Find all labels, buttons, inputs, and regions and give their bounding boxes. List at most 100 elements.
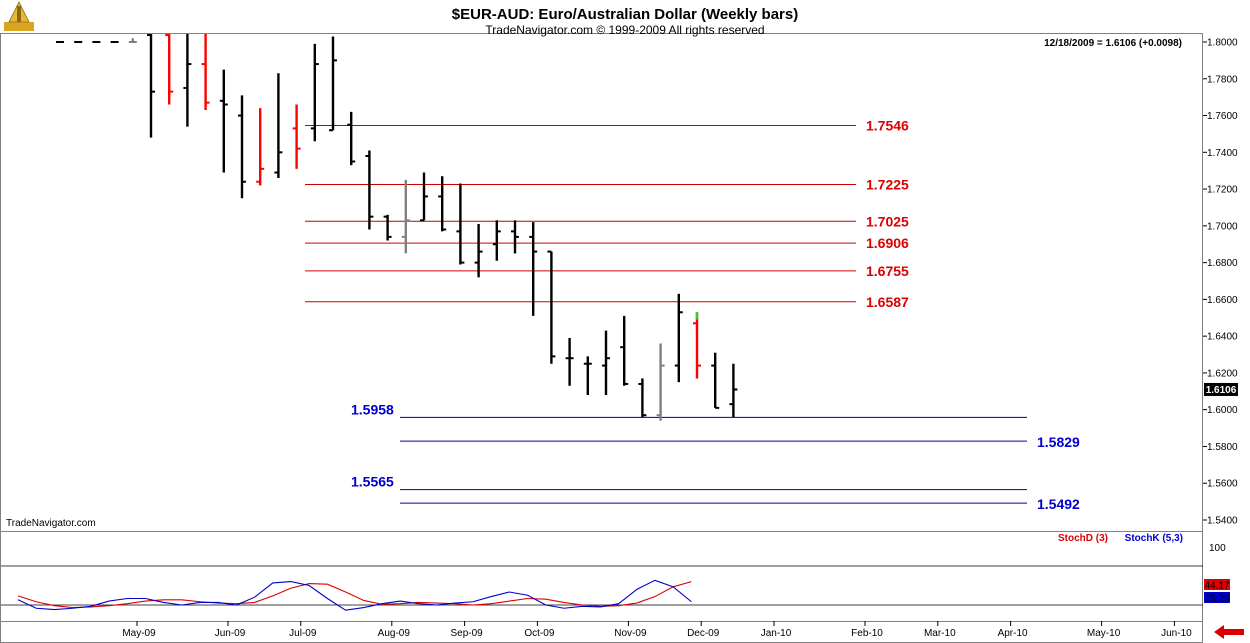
stoch-last-value-box: [1204, 579, 1230, 590]
ohlc-bar: [729, 363, 738, 418]
ohlc-bar: [292, 104, 301, 169]
price-tick-label: 1.8000: [1207, 38, 1238, 49]
price-axis: 1.8000 1.7800 1.7600 1.7400 1.7200 1.7000 1.68…: [1203, 38, 1238, 527]
date-axis: May-09 Jun-09 Jul-09 Aug-09 Sep-09 Oct-09 Nov-…: [122, 621, 1192, 639]
trade-navigator-logo: [4, 1, 34, 31]
date-tick-label: Sep-09: [450, 628, 483, 639]
ohlc-bar: [219, 69, 228, 173]
date-tick-label: Aug-09: [378, 628, 411, 639]
ohlc-bar: [474, 224, 483, 278]
ohlc-bar: [383, 214, 392, 241]
ohlc-bar: [602, 330, 610, 395]
price-tick-label: 1.6800: [1207, 258, 1238, 269]
ohlc-bar: [147, 34, 155, 138]
level-lines: 1.7546 1.7225 1.7025 1.6906 1.6755 1.6587 1.59…: [305, 117, 1080, 512]
resistance-label: 1.7546: [866, 117, 909, 133]
ohlc-bar: [529, 222, 538, 316]
price-tick-label: 1.5400: [1207, 516, 1238, 527]
ohlc-bar: [201, 34, 210, 111]
ohlc-bar: [638, 378, 647, 418]
stoch-panel-frame: [0, 531, 1203, 622]
price-tick-label: 1.5800: [1207, 442, 1238, 453]
copyright-text: TradeNavigator.com © 1999-2009 All right…: [485, 23, 764, 37]
ohlc-bar: [401, 179, 410, 254]
ohlc-bar: [110, 41, 119, 43]
ohlc-bar: [438, 176, 447, 232]
ohlc-bar: [620, 315, 629, 386]
price-tick-label: 1.6200: [1207, 368, 1238, 379]
ohlc-bar: [565, 337, 574, 386]
watermark: TradeNavigator.com: [6, 518, 96, 529]
chart-title: $EUR-AUD: Euro/Australian Dollar (Weekly…: [452, 6, 798, 23]
resistance-label: 1.7225: [866, 176, 909, 192]
ohlc-bar: [329, 36, 337, 132]
stoch-series-line: [17, 579, 692, 611]
stoch-series-line: [17, 581, 692, 609]
ohlc-bar: [492, 220, 501, 261]
last-quote: 12/18/2009 = 1.6106 (+0.0098): [1044, 38, 1182, 49]
support-label: 1.5829: [1037, 434, 1080, 450]
ohlc-bar: [183, 34, 192, 127]
ohlc-bar: [56, 41, 64, 43]
ohlc-bar: [674, 293, 683, 383]
stoch-last-value-label: 44.17: [1204, 581, 1229, 592]
resistance-label: 1.6755: [866, 263, 909, 279]
price-tick-label: 1.5600: [1207, 479, 1238, 490]
support-label: 1.5958: [351, 401, 394, 417]
date-tick-label: Nov-09: [614, 628, 647, 639]
price-tick-label: 1.6000: [1207, 405, 1238, 416]
date-tick-label: May-09: [122, 628, 156, 639]
ohlc-bar: [693, 312, 701, 379]
ohlc-bar: [456, 183, 465, 265]
ohlc-bar: [420, 172, 428, 222]
price-tick-label: 1.7400: [1207, 148, 1238, 159]
scroll-right-arrow-icon[interactable]: [1212, 624, 1248, 640]
ohlc-bars: [56, 34, 738, 421]
price-tick-label: 1.7800: [1207, 74, 1238, 85]
ohlc-bar: [165, 34, 174, 105]
price-axis-strip: [1203, 33, 1249, 621]
support-label: 1.5492: [1037, 496, 1080, 512]
date-tick-label: Feb-10: [851, 628, 883, 639]
price-tick-label: 1.7600: [1207, 111, 1238, 122]
ohlc-bar: [74, 41, 83, 43]
date-tick-label: Jul-09: [289, 628, 317, 639]
ohlc-bar: [310, 43, 319, 142]
stoch-last-value-box: [1204, 592, 1230, 603]
resistance-label: 1.7025: [866, 213, 909, 229]
stochastic-lines: 44.17 25.25: [17, 579, 1230, 611]
date-tick-label: Apr-10: [998, 628, 1028, 639]
price-panel-frame: [0, 33, 1203, 532]
stoch-last-value-label: 25.25: [1204, 594, 1229, 605]
ohlc-bar: [365, 150, 374, 230]
ohlc-bar: [547, 250, 556, 364]
legend-stoch-k: StochK (5,3): [1125, 533, 1183, 544]
ohlc-bar: [128, 38, 137, 43]
date-tick-label: Jun-09: [215, 628, 246, 639]
resistance-label: 1.6587: [866, 294, 909, 310]
current-price-marker: 1.6106: [1204, 382, 1238, 396]
date-tick-label: Jan-10: [761, 628, 792, 639]
ohlc-bar: [711, 352, 720, 409]
date-tick-label: May-10: [1087, 628, 1121, 639]
stoch-tick-label: 100: [1209, 543, 1226, 554]
ohlc-bar: [656, 343, 665, 421]
ohlc-bar: [256, 108, 265, 186]
ohlc-bar: [274, 73, 283, 179]
date-tick-label: Jun-10: [1161, 628, 1192, 639]
stoch-axis: 100: [1, 543, 1226, 606]
price-tick-label: 1.7200: [1207, 185, 1238, 196]
date-tick-label: Oct-09: [524, 628, 554, 639]
price-tick-label: 1.6400: [1207, 332, 1238, 343]
price-tick-label: 1.6600: [1207, 295, 1238, 306]
price-tick-label: 1.7000: [1207, 221, 1238, 232]
date-tick-label: Mar-10: [924, 628, 956, 639]
ohlc-bar: [511, 220, 519, 254]
legend-stoch-d: StochD (3): [1058, 533, 1108, 544]
ohlc-bar: [238, 95, 246, 199]
ohlc-bar: [92, 41, 101, 43]
resistance-label: 1.6906: [866, 235, 909, 251]
ohlc-bar: [347, 111, 356, 166]
